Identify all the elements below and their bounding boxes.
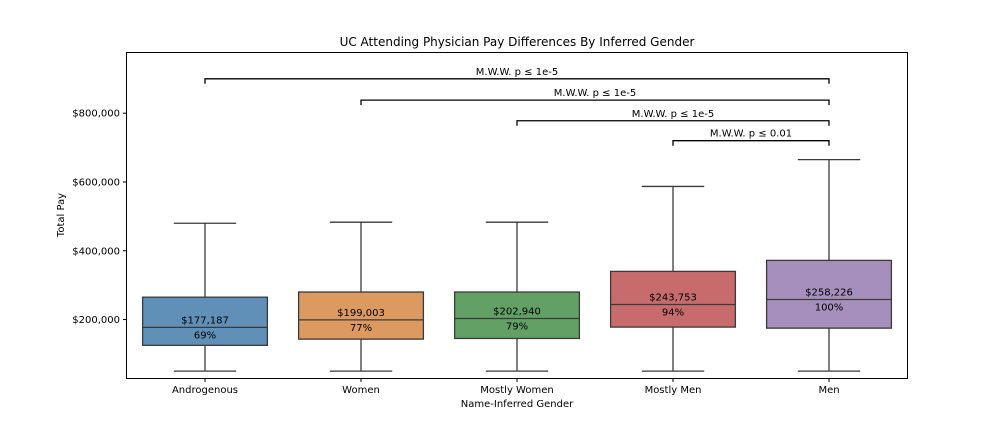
box-iqr	[141, 296, 269, 346]
box-mostly-men: $243,753 94%	[609, 185, 737, 372]
percent-label: 79%	[506, 322, 528, 333]
y-tick-label: $200,000	[72, 315, 120, 326]
percent-label: 69%	[194, 330, 216, 341]
box-men: $258,226 100%	[765, 158, 893, 372]
box-mostly-women: $202,940 79%	[453, 221, 581, 372]
plot-frame	[126, 52, 908, 379]
x-tick-label: Androgenous	[172, 385, 238, 396]
y-tick-label: $400,000	[72, 246, 120, 257]
y-tick-label: $800,000	[72, 109, 120, 120]
box-iqr	[453, 291, 581, 340]
median-label: $243,753	[649, 292, 697, 303]
median-label: $177,187	[181, 315, 229, 326]
bracket-line	[516, 120, 830, 126]
x-tick-label: Men	[818, 385, 839, 396]
significance-bracket: M.W.W. p ≤ 1e-5	[204, 67, 830, 84]
box-iqr	[765, 259, 893, 329]
bracket-line	[360, 99, 830, 106]
plot-area: $200,000 $400,000 $600,000 $800,000 Androgen…	[72, 67, 893, 396]
x-tick-label: Mostly Women	[480, 385, 553, 396]
x-tick-label: Mostly Men	[645, 385, 702, 396]
box-iqr	[609, 270, 737, 328]
percent-label: 94%	[662, 307, 684, 318]
y-axis-label: Total Pay	[56, 193, 67, 238]
box-women: $199,003 77%	[297, 221, 425, 372]
percent-label: 100%	[815, 303, 844, 314]
box-androgenous: $177,187 69%	[141, 222, 269, 372]
significance-bracket: M.W.W. p ≤ 1e-5	[360, 88, 830, 106]
box-iqr	[297, 291, 425, 340]
bracket-line	[204, 78, 830, 84]
chart-title: UC Attending Physician Pay Differences B…	[340, 35, 695, 49]
percent-label: 77%	[350, 323, 372, 334]
significance-bracket: M.W.W. p ≤ 1e-5	[516, 109, 830, 126]
x-axis-label: Name-Inferred Gender	[461, 399, 574, 410]
x-tick-label: Women	[342, 385, 380, 396]
significance-label: M.W.W. p ≤ 1e-5	[554, 88, 636, 99]
significance-bracket: M.W.W. p ≤ 0.01	[672, 129, 830, 146]
significance-label: M.W.W. p ≤ 1e-5	[632, 109, 714, 120]
y-tick-label: $600,000	[72, 177, 120, 188]
median-label: $199,003	[337, 308, 385, 319]
bracket-line	[672, 140, 830, 146]
significance-label: M.W.W. p ≤ 0.01	[710, 129, 792, 140]
median-label: $202,940	[493, 307, 541, 318]
significance-label: M.W.W. p ≤ 1e-5	[476, 67, 558, 78]
median-label: $258,226	[805, 288, 853, 299]
